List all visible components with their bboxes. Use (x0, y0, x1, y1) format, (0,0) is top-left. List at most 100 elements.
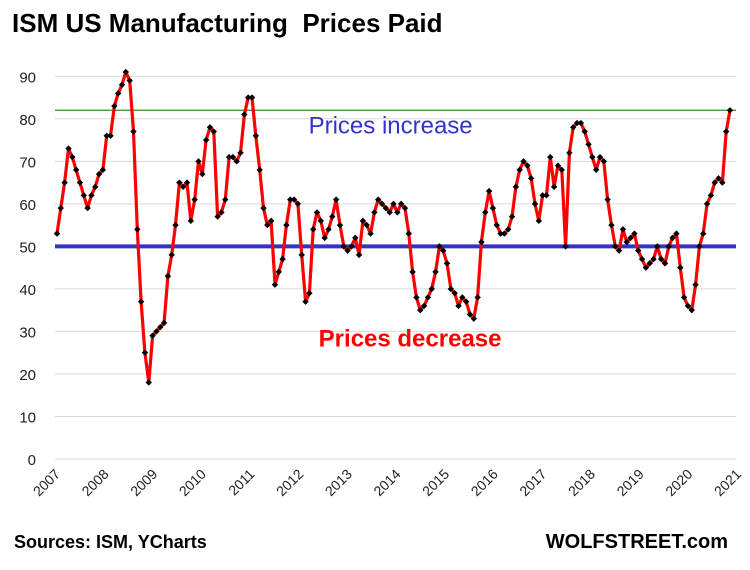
data-point (726, 107, 734, 114)
data-point (321, 234, 328, 242)
data-point (222, 196, 229, 203)
data-point (57, 204, 65, 212)
data-point (493, 221, 500, 229)
data-point (160, 319, 168, 327)
data-point (375, 196, 382, 203)
x-tick-label: 2015 (419, 466, 452, 499)
data-point (673, 230, 680, 237)
data-point (478, 238, 485, 246)
y-tick-label: 80 (19, 112, 36, 129)
data-point (447, 285, 455, 293)
data-point (635, 247, 642, 254)
data-point (527, 175, 535, 182)
data-point (394, 209, 401, 216)
y-tick-label: 30 (19, 324, 36, 341)
data-point (134, 226, 141, 233)
data-point (137, 298, 145, 305)
chart-title: ISM US Manufacturing Prices Paid (12, 8, 443, 38)
data-point (451, 289, 458, 297)
x-tick-label: 2011 (225, 466, 258, 499)
data-point (141, 349, 149, 356)
data-point (443, 260, 451, 267)
data-point (420, 302, 428, 310)
data-point (287, 196, 294, 203)
data-point (627, 234, 634, 242)
data-point (122, 68, 130, 76)
data-point (229, 153, 237, 161)
data-point (440, 247, 447, 254)
data-point (325, 226, 332, 233)
data-point (581, 128, 588, 135)
x-tick-label: 2010 (176, 466, 209, 499)
data-point (397, 200, 405, 208)
x-tick-label: 2018 (565, 466, 598, 499)
data-point (348, 243, 355, 250)
data-point (462, 298, 470, 305)
data-point (474, 294, 481, 301)
data-point (80, 192, 87, 199)
data-point (126, 77, 133, 84)
data-point (615, 247, 623, 254)
data-point (657, 255, 665, 263)
data-point (436, 243, 443, 250)
data-point (199, 170, 206, 178)
data-point (646, 260, 653, 267)
data-point (623, 238, 630, 246)
data-point (619, 226, 627, 233)
x-tick-label: 2008 (78, 466, 111, 499)
data-point (306, 289, 313, 297)
data-point (283, 221, 290, 229)
data-point (539, 192, 546, 199)
data-point (600, 158, 608, 165)
data-point (290, 196, 298, 203)
chart-annotations: Prices increase Prices decrease (309, 113, 502, 353)
data-point (336, 221, 344, 229)
x-tick-label: 2021 (711, 466, 744, 499)
data-point (554, 162, 562, 169)
data-point (596, 153, 604, 161)
data-point (260, 204, 267, 212)
y-axis-tick-labels: 0 10 20 30 40 50 60 70 80 90 (19, 69, 36, 469)
data-point (340, 243, 347, 250)
y-tick-label: 60 (19, 197, 36, 214)
data-point (612, 243, 619, 250)
data-point (455, 302, 462, 310)
data-point (329, 213, 336, 220)
data-point (271, 281, 279, 288)
data-point (371, 209, 378, 216)
data-point (531, 200, 539, 208)
y-tick-label: 20 (19, 367, 36, 384)
data-point (65, 145, 72, 152)
data-point (589, 153, 596, 161)
data-point (84, 204, 91, 212)
data-point (512, 183, 520, 191)
data-point (111, 102, 118, 110)
data-point (650, 255, 657, 263)
data-point (267, 217, 275, 225)
data-point (692, 281, 699, 288)
data-point (680, 294, 688, 301)
data-point (558, 166, 565, 174)
data-point (114, 90, 122, 97)
data-point-markers (53, 68, 734, 386)
data-point (302, 298, 309, 305)
data-point (684, 302, 692, 310)
data-point (417, 306, 424, 314)
data-point (187, 217, 195, 225)
y-tick-label: 0 (28, 452, 36, 469)
data-point (428, 285, 435, 293)
data-point (489, 204, 497, 212)
data-point (313, 209, 321, 216)
x-tick-label: 2012 (273, 466, 306, 499)
data-point (183, 179, 191, 186)
data-point (508, 213, 516, 220)
data-point (275, 268, 282, 276)
data-point (344, 247, 351, 254)
data-point (604, 196, 611, 203)
data-point (241, 111, 248, 118)
data-point (298, 251, 305, 259)
data-point (688, 306, 695, 314)
data-point (570, 124, 577, 131)
data-point (367, 230, 374, 237)
data-point (413, 294, 420, 301)
